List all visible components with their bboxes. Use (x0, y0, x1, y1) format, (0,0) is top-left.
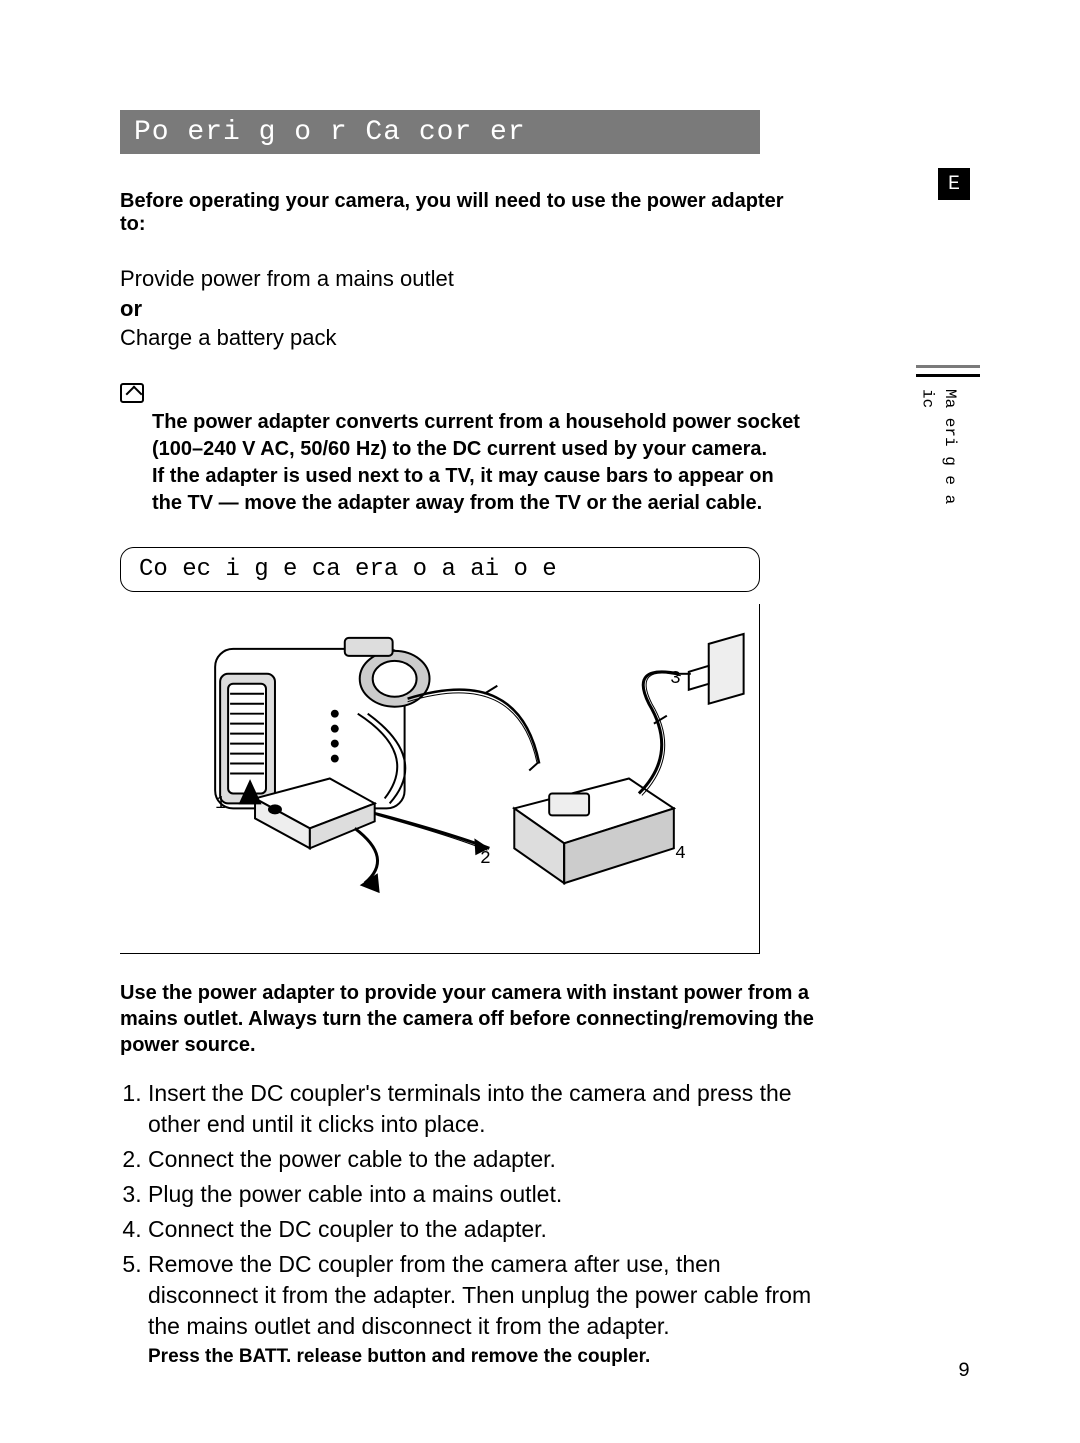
power-option-2: Charge a battery pack (120, 323, 990, 353)
side-tab: Ma eri g e a ic (916, 365, 980, 545)
note-text: The power adapter converts current from … (120, 409, 800, 517)
step-2: Connect the power cable to the adapter. (148, 1144, 820, 1175)
intro-text: Before operating your camera, you will n… (120, 190, 800, 236)
diagram-svg (120, 604, 759, 953)
note-paragraph-2: If the adapter is used next to a TV, it … (152, 465, 774, 514)
diagram-label-2: 2 (480, 849, 491, 869)
power-option-or: or (120, 294, 990, 324)
note-icon-row (120, 383, 990, 409)
side-tab-text: Ma eri g e a ic (916, 381, 961, 521)
note-paragraph-1: The power adapter converts current from … (152, 411, 800, 460)
subsection-title-box: Co ec i g e ca era o a ai o e (120, 547, 760, 592)
subsection-title: Co ec i g e ca era o a ai o e (139, 556, 557, 583)
language-badge-label: E (948, 173, 960, 196)
step-1: Insert the DC coupler's terminals into t… (148, 1078, 820, 1140)
page-number: 9 (958, 1360, 970, 1383)
note-block: The power adapter converts current from … (120, 383, 990, 517)
note-icon (120, 383, 144, 403)
diagram-label-4: 4 (675, 844, 686, 864)
section-title: Po eri g o r Ca cor er (134, 117, 526, 148)
document-page: Po eri g o r Ca cor er Before operating … (0, 0, 1080, 1443)
side-tab-lines (916, 365, 980, 377)
section-title-bar: Po eri g o r Ca cor er (120, 110, 760, 154)
press-note: Press the BATT. release button and remov… (120, 1346, 990, 1368)
diagram-label-1: 1 (215, 794, 226, 814)
power-option-1: Provide power from a mains outlet (120, 264, 990, 294)
power-options: Provide power from a mains outlet or Cha… (120, 264, 990, 353)
side-column: E (894, 168, 970, 200)
connection-diagram: 1 2 3 4 (120, 604, 760, 954)
step-5: Remove the DC coupler from the camera af… (148, 1249, 820, 1342)
step-3: Plug the power cable into a mains outlet… (148, 1179, 820, 1210)
usage-text: Use the power adapter to provide your ca… (120, 980, 820, 1058)
step-4: Connect the DC coupler to the adapter. (148, 1214, 820, 1245)
instruction-steps: Insert the DC coupler's terminals into t… (120, 1078, 820, 1342)
diagram-label-3: 3 (670, 669, 681, 689)
language-badge: E (938, 168, 970, 200)
side-tab-line-1: Ma eri g (941, 389, 959, 466)
